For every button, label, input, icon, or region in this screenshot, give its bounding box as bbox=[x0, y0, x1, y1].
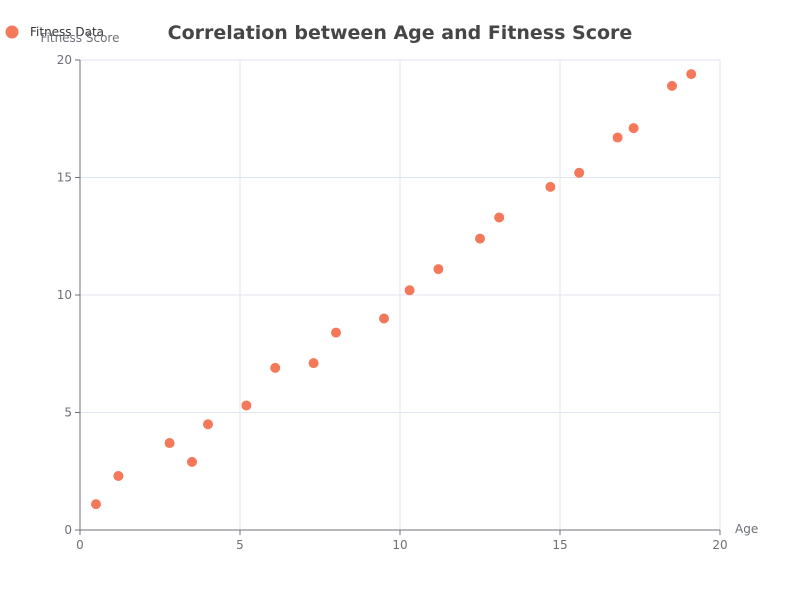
scatter-point[interactable] bbox=[331, 327, 341, 338]
scatter-point[interactable] bbox=[187, 456, 197, 467]
y-tick-label: 0 bbox=[64, 523, 72, 537]
scatter-point[interactable] bbox=[494, 212, 505, 223]
x-tick-label: 20 bbox=[712, 538, 727, 552]
y-axis-title: Fitness Score bbox=[41, 31, 120, 45]
scatter-point[interactable] bbox=[667, 80, 677, 91]
scatter-point[interactable] bbox=[91, 499, 101, 510]
data-points bbox=[91, 69, 697, 510]
y-tick-label: 20 bbox=[57, 53, 72, 67]
legend[interactable]: Fitness Data bbox=[5, 25, 105, 39]
y-tick-label: 10 bbox=[57, 288, 72, 302]
scatter-point[interactable] bbox=[308, 358, 319, 369]
x-tick-label: 5 bbox=[236, 538, 244, 552]
x-axis-title: Age bbox=[735, 522, 758, 536]
y-tick-label: 5 bbox=[64, 406, 72, 420]
axes bbox=[75, 59, 721, 535]
x-tick-label: 10 bbox=[392, 538, 407, 552]
scatter-point[interactable] bbox=[270, 362, 281, 373]
legend-label: Fitness Data bbox=[30, 25, 104, 39]
scatter-point[interactable] bbox=[686, 69, 697, 80]
scatter-point[interactable] bbox=[475, 233, 485, 244]
grid bbox=[80, 59, 721, 530]
scatter-point[interactable] bbox=[612, 132, 623, 143]
scatter-point[interactable] bbox=[164, 438, 175, 449]
scatter-point[interactable] bbox=[433, 264, 444, 275]
scatter-point[interactable] bbox=[628, 123, 639, 134]
x-tick-label: 0 bbox=[76, 538, 84, 552]
scatter-point[interactable] bbox=[574, 167, 585, 178]
x-tick-label: 15 bbox=[552, 538, 567, 552]
scatter-point[interactable] bbox=[241, 400, 252, 411]
scatter-point[interactable] bbox=[379, 313, 389, 324]
scatter-point[interactable] bbox=[203, 419, 213, 430]
y-tick-label: 15 bbox=[57, 171, 72, 185]
legend-marker-icon bbox=[5, 25, 19, 39]
scatter-point[interactable] bbox=[545, 181, 556, 192]
tick-labels: 0 5 10 15 20 0 5 10 15 20 bbox=[57, 53, 728, 552]
chart-title: Correlation between Age and Fitness Scor… bbox=[168, 22, 633, 44]
scatter-point[interactable] bbox=[404, 285, 415, 296]
scatter-point[interactable] bbox=[113, 470, 124, 481]
